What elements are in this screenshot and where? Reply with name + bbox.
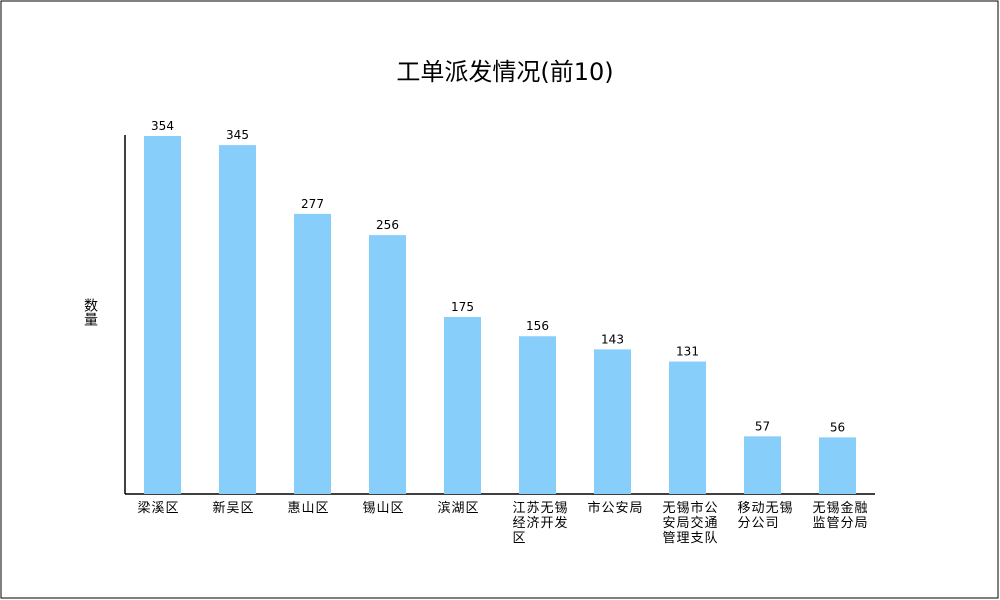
bar xyxy=(144,136,181,494)
x-tick-label: 无锡市公安局交通管理支队 xyxy=(663,500,719,546)
bar xyxy=(444,317,481,494)
x-tick-label: 市公安局 xyxy=(588,500,644,516)
x-tick-label: 无锡金融监管分局 xyxy=(813,500,869,531)
x-tick-label: 梁溪区 xyxy=(138,501,180,516)
data-label: 131 xyxy=(676,345,699,359)
x-tick-label: 惠山区 xyxy=(288,501,330,516)
data-label: 175 xyxy=(451,300,474,314)
x-tick-label: 江苏无锡经济开发区 xyxy=(513,500,569,546)
x-tick-label: 新吴区 xyxy=(213,500,255,516)
bar xyxy=(744,436,781,494)
x-tick-label: 锡山区 xyxy=(363,501,405,516)
x-tick-label: 滨湖区 xyxy=(438,500,480,516)
data-label: 345 xyxy=(226,128,249,142)
chart-title: 工单派发情况(前10) xyxy=(396,58,613,86)
bar xyxy=(819,437,856,494)
bar xyxy=(294,213,331,494)
bar xyxy=(594,349,631,494)
bar xyxy=(369,235,406,495)
data-label: 56 xyxy=(830,420,845,434)
y-axis-label: 数量 xyxy=(82,298,98,326)
data-label: 57 xyxy=(755,419,770,433)
x-tick-label: 移动无锡分公司 xyxy=(738,501,794,531)
data-label: 256 xyxy=(376,218,399,232)
data-label: 156 xyxy=(526,319,549,333)
bar xyxy=(519,336,556,494)
data-label: 277 xyxy=(301,197,324,211)
bar xyxy=(669,361,706,494)
data-label: 354 xyxy=(151,119,174,133)
bar xyxy=(219,145,256,494)
data-label: 143 xyxy=(601,332,624,346)
